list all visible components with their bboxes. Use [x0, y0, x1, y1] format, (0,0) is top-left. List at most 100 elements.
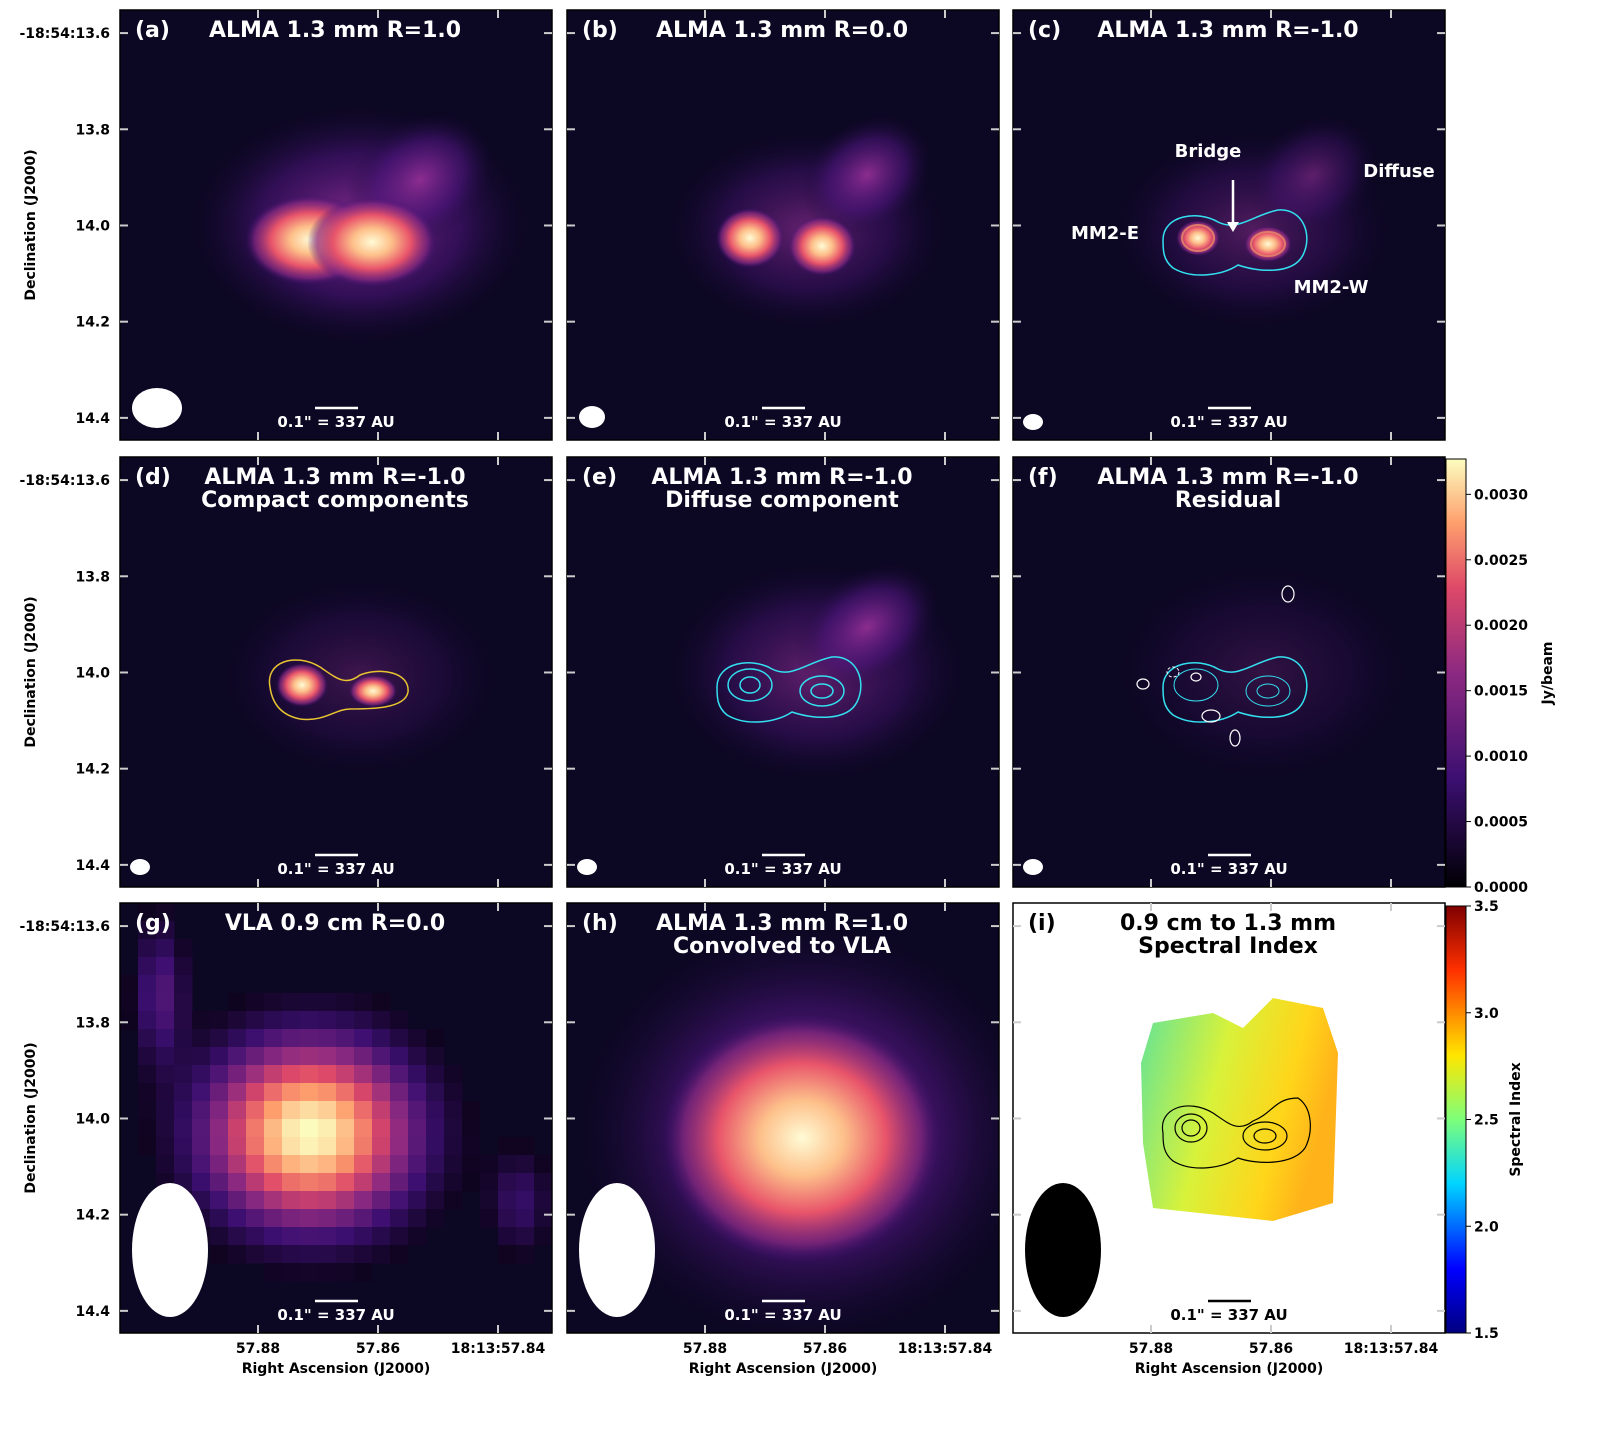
pixel	[516, 1173, 535, 1192]
pixel	[408, 1065, 427, 1084]
panel-label: (b)	[582, 18, 618, 43]
scale-label: 0.1" = 337 AU	[724, 413, 841, 431]
pixel	[534, 1209, 552, 1228]
pixel	[408, 1119, 427, 1138]
contour	[1253, 1128, 1277, 1144]
pixel	[138, 1011, 157, 1030]
image	[1023, 562, 1413, 875]
pixel	[318, 1263, 337, 1282]
pixel	[336, 1011, 355, 1030]
pixel	[516, 1227, 535, 1246]
pixel	[426, 1173, 445, 1192]
emission	[801, 114, 933, 236]
panel-title: ALMA 1.3 mm R=-1.0	[204, 465, 465, 490]
pixel	[300, 1209, 319, 1228]
pixel	[228, 993, 247, 1012]
scale-label: 0.1" = 337 AU	[1170, 1306, 1287, 1324]
beam	[577, 859, 597, 875]
pixel	[282, 1227, 301, 1246]
pixel	[264, 1119, 283, 1138]
colorbar-tick-label: 0.0010	[1474, 749, 1528, 765]
pixel	[354, 1083, 373, 1102]
pixel	[246, 1245, 265, 1264]
colorbar-tick-label: 2.5	[1474, 1113, 1499, 1129]
pixel	[300, 1227, 319, 1246]
contour	[810, 683, 834, 699]
pixel	[156, 957, 175, 976]
panel-title: ALMA 1.3 mm R=1.0	[656, 911, 908, 936]
colorbar-tick-label: 0.0015	[1474, 684, 1528, 700]
pixel	[318, 1173, 337, 1192]
pixel	[156, 1011, 175, 1030]
pixel	[444, 1173, 463, 1192]
y-tick-label: 14.2	[75, 1208, 110, 1224]
pixel	[174, 1083, 193, 1102]
pixel	[228, 1101, 247, 1120]
contour	[716, 656, 862, 723]
pixel	[300, 1191, 319, 1210]
pixel	[192, 1101, 211, 1120]
pixel	[480, 1155, 499, 1174]
panel: 0.1" = 337 AU (i) 0.9 cm to 1.3 mmSpectral…	[1012, 902, 1446, 1377]
pixel	[390, 1137, 409, 1156]
contour	[1162, 209, 1308, 276]
pixel	[228, 1047, 247, 1066]
pixel	[462, 1119, 481, 1138]
panel-title: ALMA 1.3 mm R=1.0	[209, 18, 461, 43]
pixel	[372, 1173, 391, 1192]
pixel	[228, 1137, 247, 1156]
panel-label: (a)	[135, 18, 170, 43]
pixel	[210, 1209, 229, 1228]
pixel	[282, 1155, 301, 1174]
pixel	[498, 1137, 517, 1156]
pixel	[264, 1227, 283, 1246]
image	[1025, 998, 1338, 1317]
pixel	[462, 1155, 481, 1174]
contour	[799, 675, 845, 707]
x-tick-label: 57.88	[236, 1341, 280, 1357]
pixel	[228, 1155, 247, 1174]
pixel	[336, 993, 355, 1012]
pixel	[444, 1083, 463, 1102]
contour	[1161, 1097, 1311, 1169]
x-tick-label: 57.86	[803, 1341, 847, 1357]
pixel	[426, 1137, 445, 1156]
panel-label: (i)	[1028, 911, 1056, 936]
y-tick-label: -18:54:13.6	[19, 473, 110, 489]
pixel	[300, 1047, 319, 1066]
colorbar-tick-label: 2.0	[1474, 1219, 1499, 1235]
panel-label: (d)	[135, 465, 171, 490]
pixel	[408, 1029, 427, 1048]
pixel	[264, 1245, 283, 1264]
pixel	[282, 993, 301, 1012]
pixel	[462, 1137, 481, 1156]
pixel	[264, 1263, 283, 1282]
pixel	[156, 1029, 175, 1048]
pixel	[210, 1137, 229, 1156]
annotation: MM2-W	[1294, 277, 1369, 298]
contour	[1229, 729, 1241, 747]
panel-label: (g)	[135, 911, 171, 936]
contour	[1250, 231, 1286, 257]
panel-label: (f)	[1028, 465, 1058, 490]
contour	[1166, 666, 1180, 678]
pixel	[408, 1047, 427, 1066]
annotation: Diffuse	[1363, 161, 1434, 182]
pixel	[336, 1227, 355, 1246]
pixel	[408, 1155, 427, 1174]
pixel	[174, 1065, 193, 1084]
colorbar-tick-label: 3.0	[1474, 1006, 1499, 1022]
emission	[220, 577, 500, 777]
pixel	[318, 1065, 337, 1084]
pixel	[138, 903, 157, 922]
pixel	[282, 1065, 301, 1084]
pixel	[390, 1011, 409, 1030]
x-axis-label: Right Ascension (J2000)	[689, 1361, 878, 1377]
pixel	[498, 1173, 517, 1192]
colorbar-label: Jy/beam	[1540, 642, 1556, 706]
pixel	[210, 1011, 229, 1030]
panel-title: ALMA 1.3 mm R=-1.0	[651, 465, 912, 490]
pixel	[300, 993, 319, 1012]
image: Bridge Diffuse MM2-E MM2-W	[1023, 114, 1435, 430]
